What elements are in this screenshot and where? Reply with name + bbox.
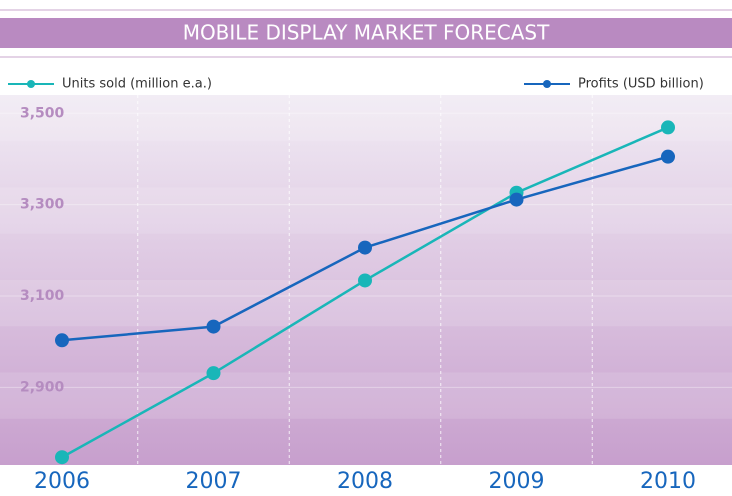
- legend-marker: [543, 80, 551, 88]
- data-point: [55, 450, 69, 464]
- data-point: [55, 333, 69, 347]
- y-tick-label: 3,100: [20, 288, 65, 304]
- stripe: [0, 95, 732, 141]
- data-point: [207, 366, 221, 380]
- x-tick-label: 2009: [489, 469, 545, 494]
- legend-label: Units sold (million e.a.): [62, 77, 212, 92]
- chart: MOBILE DISPLAY MARKET FORECAST 2,900 3,10…: [0, 0, 732, 496]
- data-point: [358, 241, 372, 255]
- y-tick-label: 3,500: [20, 105, 65, 121]
- data-point: [661, 120, 675, 134]
- legend-label: Profits (USD billion): [578, 77, 704, 92]
- data-point: [207, 320, 221, 334]
- chart-title: MOBILE DISPLAY MARKET FORECAST: [183, 21, 550, 45]
- data-point: [358, 273, 372, 287]
- stripe: [0, 373, 732, 419]
- x-tick-label: 2006: [34, 469, 90, 494]
- stripe: [0, 188, 732, 234]
- x-tick-label: 2007: [186, 469, 242, 494]
- data-point: [510, 193, 524, 207]
- data-point: [661, 150, 675, 164]
- x-tick-label: 2010: [640, 469, 696, 494]
- x-tick-label: 2008: [337, 469, 393, 494]
- y-tick-label: 3,300: [20, 197, 65, 213]
- y-tick-label: 2,900: [20, 379, 65, 395]
- legend-marker: [27, 80, 35, 88]
